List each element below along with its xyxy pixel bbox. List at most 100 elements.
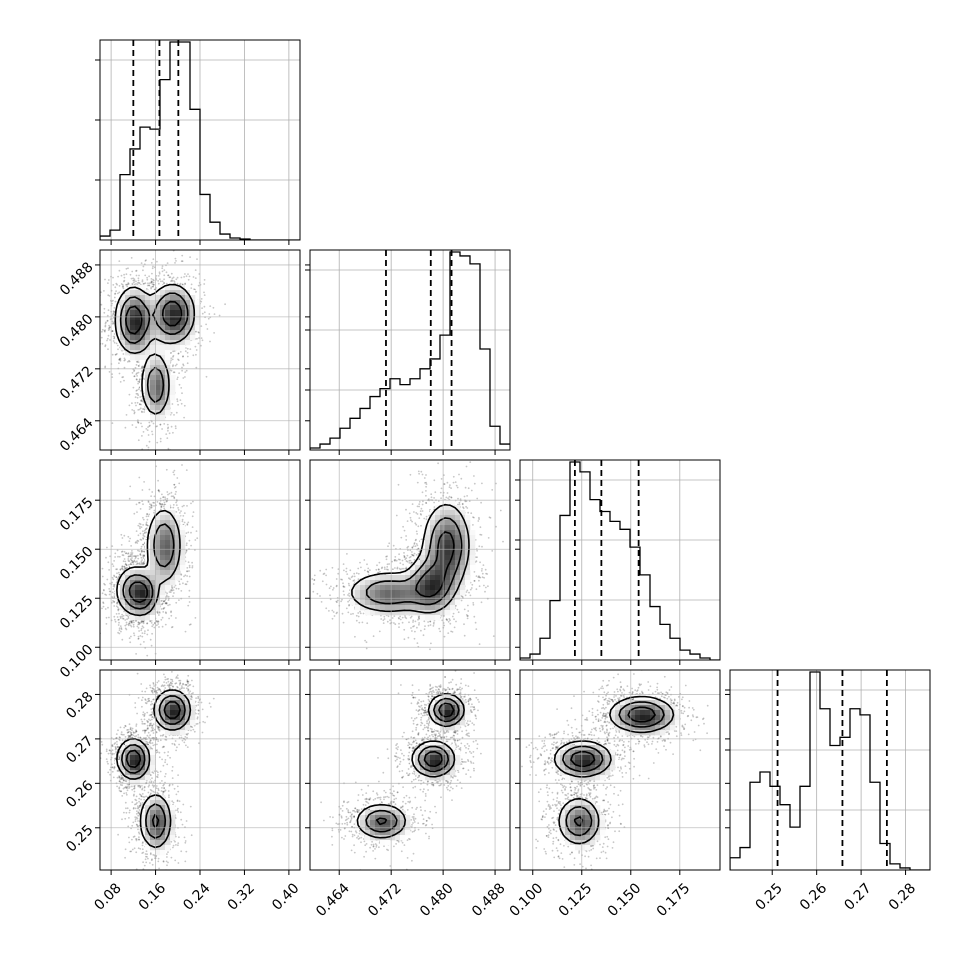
sample-point xyxy=(161,603,164,605)
sample-point xyxy=(183,276,186,278)
sample-point xyxy=(138,630,141,632)
density-cell xyxy=(125,290,131,296)
sample-point xyxy=(162,600,165,602)
sample-point xyxy=(132,561,135,563)
sample-point xyxy=(114,552,117,555)
sample-point xyxy=(167,429,169,432)
sample-point xyxy=(127,623,130,626)
density-cell xyxy=(190,305,196,311)
sample-point xyxy=(104,329,106,332)
sample-point xyxy=(209,340,211,343)
sample-point xyxy=(111,591,114,594)
sample-point xyxy=(174,493,177,495)
sample-point xyxy=(168,276,171,279)
sample-point xyxy=(195,349,198,351)
sample-point xyxy=(116,602,118,604)
sample-point xyxy=(203,291,205,294)
density-cell xyxy=(125,305,131,311)
sample-point xyxy=(169,591,172,593)
sample-point xyxy=(176,282,179,285)
sample-point xyxy=(103,311,106,314)
sample-point xyxy=(140,403,142,406)
sample-point xyxy=(207,317,210,320)
sample-point xyxy=(123,567,126,570)
sample-point xyxy=(125,273,128,276)
sample-point xyxy=(118,285,121,287)
density-cell xyxy=(155,295,161,301)
sample-point xyxy=(175,511,178,513)
sample-point xyxy=(137,361,140,363)
sample-point xyxy=(166,497,169,500)
sample-point xyxy=(113,337,115,340)
sample-point xyxy=(113,593,116,595)
density-cell xyxy=(135,330,141,336)
sample-point xyxy=(173,350,176,352)
sample-point xyxy=(142,562,145,564)
density-cell xyxy=(125,350,131,356)
sample-point xyxy=(147,500,150,502)
sample-point xyxy=(176,398,179,401)
sample-point xyxy=(129,537,132,540)
sample-point xyxy=(188,623,191,626)
sample-point xyxy=(119,625,122,627)
sample-point xyxy=(156,441,159,444)
density-cell xyxy=(145,390,151,396)
sample-point xyxy=(112,335,115,338)
sample-point xyxy=(136,511,138,513)
density-cell xyxy=(155,360,161,366)
density-cell xyxy=(165,285,171,291)
sample-point xyxy=(124,568,127,570)
sample-point xyxy=(172,504,175,506)
sample-point xyxy=(108,326,111,329)
sample-point xyxy=(135,653,138,655)
sample-point xyxy=(205,323,208,326)
sample-point xyxy=(107,282,109,284)
density-cell xyxy=(125,320,131,326)
density-cell xyxy=(160,300,166,306)
density-cell xyxy=(165,335,171,341)
sample-point xyxy=(181,369,184,372)
sample-point xyxy=(144,630,146,632)
sample-point xyxy=(142,408,144,410)
sample-point xyxy=(141,280,144,283)
sample-point xyxy=(137,422,140,424)
sample-point xyxy=(134,561,137,563)
sample-point xyxy=(163,606,166,609)
density-cell xyxy=(130,300,136,306)
sample-point xyxy=(170,369,173,372)
sample-point xyxy=(113,307,116,309)
sample-point xyxy=(173,586,176,588)
density-cell xyxy=(135,310,141,316)
sample-point xyxy=(181,366,183,369)
density-cell xyxy=(155,350,161,356)
sample-point xyxy=(132,277,135,280)
sample-point xyxy=(145,524,148,526)
sample-point xyxy=(112,578,115,581)
sample-point xyxy=(137,638,140,640)
sample-point xyxy=(130,620,133,623)
sample-point xyxy=(131,424,134,426)
sample-point xyxy=(175,278,178,281)
density-cell xyxy=(150,405,156,411)
sample-point xyxy=(126,283,129,286)
sample-point xyxy=(137,394,140,397)
sample-point xyxy=(133,559,136,562)
sample-point xyxy=(137,621,140,624)
density-cell xyxy=(115,305,121,311)
sample-point xyxy=(130,635,132,638)
sample-point xyxy=(157,621,160,623)
sample-point xyxy=(119,357,122,360)
sample-point xyxy=(104,325,107,328)
sample-point xyxy=(186,575,189,577)
sample-point xyxy=(195,353,197,356)
density-cell xyxy=(165,290,171,296)
sample-point xyxy=(167,599,170,601)
sample-point xyxy=(152,258,155,261)
sample-point xyxy=(155,620,158,622)
sample-point xyxy=(145,259,147,261)
sample-point xyxy=(171,365,174,368)
sample-point xyxy=(183,575,185,578)
density-cell xyxy=(160,400,166,406)
sample-point xyxy=(173,414,175,416)
sample-point xyxy=(118,612,120,615)
